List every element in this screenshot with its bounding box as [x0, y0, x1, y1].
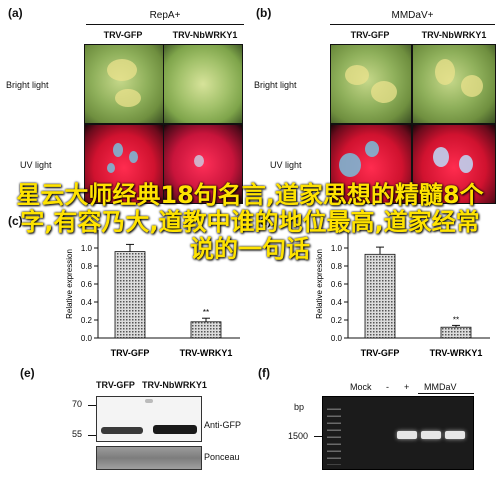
- leaf-image-a-bright-wrky1: [163, 44, 243, 124]
- bar-chart-d: 0.0 0.2 0.4 0.6 0.8 1.0 Relative expression TRV…: [315, 230, 490, 358]
- chart-c-annotation-1: **: [203, 308, 209, 317]
- blot-label-ponceau: Ponceau: [204, 452, 240, 462]
- leaf-image-b-bright-gfp: [330, 44, 412, 124]
- marker-55: 55: [72, 429, 83, 439]
- blot-anti-gfp: [96, 396, 202, 442]
- panel-a-row-uv: UV light: [20, 160, 52, 170]
- panel-b-row-bright: Bright light: [254, 80, 297, 90]
- panel-e-lane-wrky1: TRV-NbWRKY1: [142, 380, 207, 390]
- chart-c-ytick-label-0: 0.0: [81, 334, 93, 343]
- gel-group-line: [418, 393, 474, 394]
- chart-d-ylabel: Relative expression: [315, 249, 324, 319]
- chart-c-category-0: TRV-GFP: [111, 348, 150, 358]
- chart-c-ytick-label-4: 0.8: [81, 262, 93, 271]
- panel-c-label: (c): [8, 214, 23, 228]
- panel-e-lane-gfp: TRV-GFP: [96, 380, 135, 390]
- chart-d-ytick-label-0: 0.0: [331, 334, 343, 343]
- panel-b-col-gfp: TRV-GFP: [350, 30, 390, 40]
- panel-b-header-line: [330, 24, 495, 25]
- gel-lane-mock: Mock: [350, 382, 372, 392]
- gel-band-1: [397, 431, 417, 439]
- panel-f-label: (f): [258, 366, 270, 380]
- chart-d-bar-1: [440, 326, 472, 339]
- gel-image: [322, 396, 474, 470]
- tick-55: [88, 435, 96, 436]
- leaf-image-a-uv-gfp: [84, 124, 164, 204]
- blot-ponceau: [96, 446, 202, 470]
- gel-ladder: [327, 403, 341, 465]
- band-wrky1: [153, 425, 197, 434]
- gel-band-2: [421, 431, 441, 439]
- chart-d-annotation-1: **: [453, 315, 459, 324]
- chart-c-bar-1: [190, 321, 222, 339]
- panel-b-label: (b): [256, 6, 272, 20]
- panel-a-row-bright: Bright light: [6, 80, 49, 90]
- panel-a-header: RepA+: [149, 10, 181, 21]
- chart-d-ytick-label-5: 1.0: [331, 244, 343, 253]
- gel-band-3: [445, 431, 465, 439]
- tick-70: [88, 405, 96, 406]
- panel-b-col-wrky1: TRV-NbWRKY1: [421, 30, 487, 40]
- leaf-image-b-bright-wrky1: [412, 44, 496, 124]
- chart-d-ytick-label-1: 0.2: [331, 316, 343, 325]
- gel-bp-label: bp: [294, 402, 305, 412]
- leaf-image-a-uv-wrky1: [163, 124, 243, 204]
- chart-d-ytick-label-3: 0.6: [331, 280, 343, 289]
- chart-c-ytick-label-5: 1.0: [81, 244, 93, 253]
- panel-a-header-line: [86, 24, 244, 25]
- panel-e-label: (e): [20, 366, 35, 380]
- chart-c-ytick-label-2: 0.4: [81, 298, 93, 307]
- panel-a-col-gfp: TRV-GFP: [103, 30, 143, 40]
- chart-c-ylabel: Relative expression: [65, 249, 74, 319]
- leaf-image-b-uv-gfp: [330, 124, 412, 204]
- chart-c-category-1: TRV-WRKY1: [180, 348, 233, 358]
- panel-b-header: MMDaV+: [391, 10, 434, 21]
- gel-tick-1500: [314, 436, 322, 437]
- gel-marker-1500: 1500: [288, 431, 309, 441]
- gel-lane-plus: +: [404, 382, 410, 392]
- gel-lane-minus: -: [386, 382, 389, 392]
- marker-70: 70: [72, 399, 83, 409]
- chart-c-bar-0: [114, 251, 146, 339]
- chart-c-ytick-label-3: 0.6: [81, 280, 93, 289]
- chart-d-ytick-label-4: 0.8: [331, 262, 343, 271]
- panel-a-label: (a): [8, 6, 23, 20]
- chart-d-ytick-label-2: 0.4: [331, 298, 343, 307]
- chart-d-category-0: TRV-GFP: [361, 348, 400, 358]
- overlay-caption-text: 星云大师经典18句名言,道家思想的精髓8个字,有容乃大,道教中谁的地位最高,道家…: [16, 181, 484, 263]
- leaf-image-b-uv-wrky1: [412, 124, 496, 204]
- chart-c-ytick-label-1: 0.2: [81, 316, 93, 325]
- band-faint: [145, 399, 153, 403]
- band-gfp: [101, 427, 143, 434]
- gel-group-mmdav: MMDaV: [424, 382, 457, 392]
- bar-chart-c: 0.0 0.2 0.4 0.6 0.8 1.0 Relative expression TRV…: [65, 230, 240, 358]
- chart-d-bar-0: [364, 253, 396, 339]
- chart-d-category-1: TRV-WRKY1: [430, 348, 483, 358]
- panel-b-row-uv: UV light: [270, 160, 302, 170]
- panel-d-label: (d): [256, 214, 272, 228]
- blot-label-anti-gfp: Anti-GFP: [204, 420, 242, 430]
- leaf-image-a-bright-gfp: [84, 44, 164, 124]
- panel-a-col-wrky1: TRV-NbWRKY1: [172, 30, 238, 40]
